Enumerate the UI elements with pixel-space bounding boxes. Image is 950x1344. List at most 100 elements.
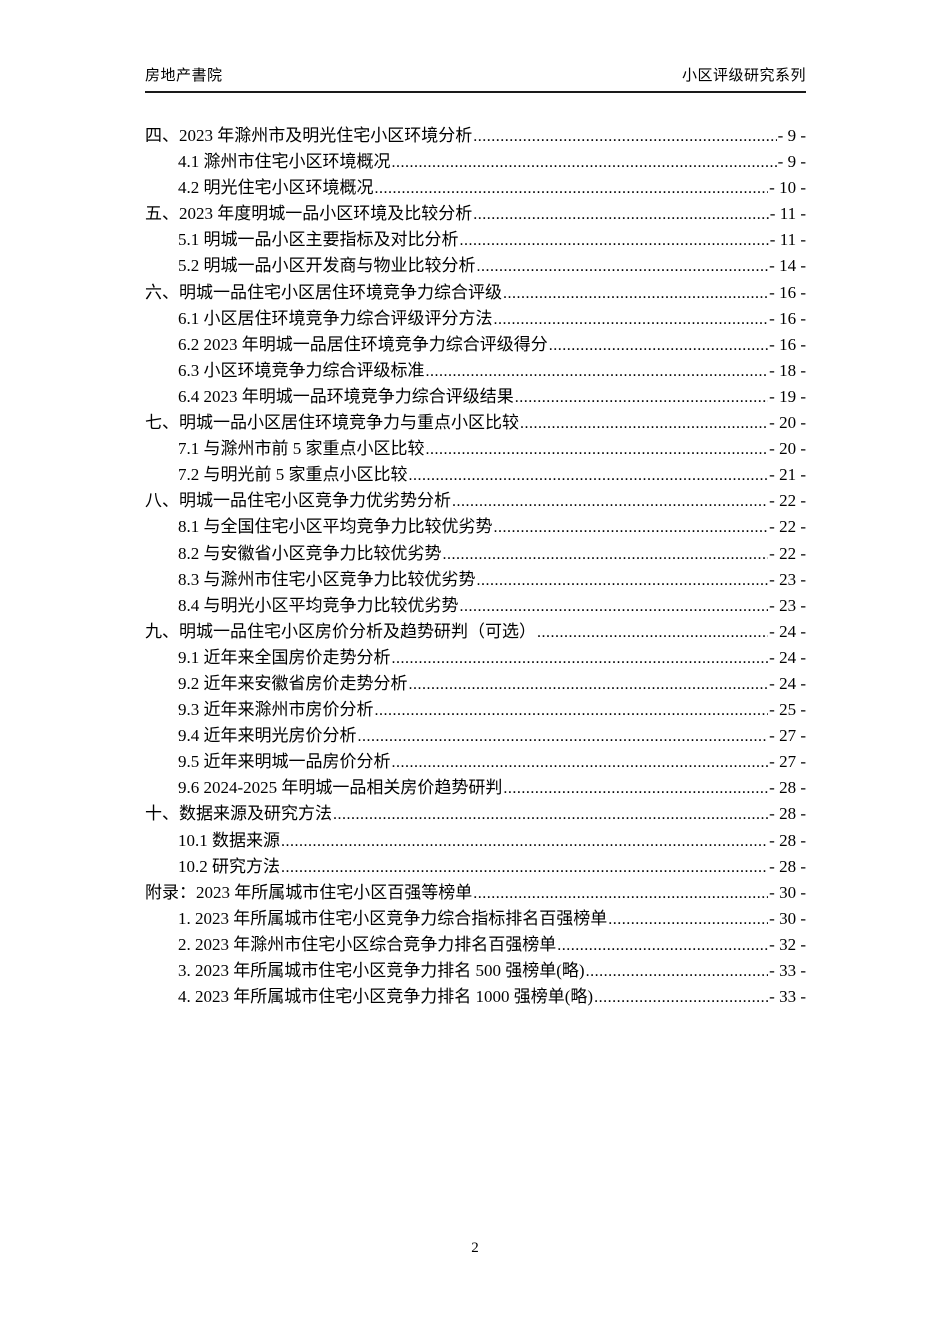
toc-dot-leader [557, 932, 768, 958]
toc-entry-page: - 18 - [769, 360, 806, 380]
toc-entry-title: 4.1 滁州市住宅小区环境概况 [178, 152, 391, 172]
toc-dot-leader [281, 854, 768, 880]
toc-entry-page: - 23 - [769, 595, 806, 615]
toc-entry-title: 8.3 与滁州市住宅小区竞争力比较优劣势 [178, 569, 476, 589]
toc-entry-title: 5.1 明城一品小区主要指标及对比分析 [178, 230, 459, 250]
toc-dot-leader [409, 671, 769, 697]
toc-entry-title: 10.1 数据来源 [178, 830, 280, 850]
toc-entry-title: 9.2 近年来安徽省房价走势分析 [178, 673, 408, 693]
toc-entry-page: - 20 - [769, 413, 806, 433]
toc-entry-page: - 9 - [777, 152, 806, 172]
toc-dot-leader [460, 593, 769, 619]
toc-entry: 1. 2023 年所属城市住宅小区竞争力综合指标排名百强榜单 - 30 - [145, 906, 806, 932]
toc-entry-title: 四、2023 年滁州市及明光住宅小区环境分析 [145, 126, 473, 145]
toc-entry-page: - 27 - [769, 752, 806, 772]
toc-entry: 五、2023 年度明城一品小区环境及比较分析 - 11 - [145, 201, 806, 227]
toc-entry-page: - 22 - [769, 543, 806, 563]
toc-entry: 9.1 近年来全国房价走势分析 - 24 - [145, 645, 806, 671]
toc-dot-leader [426, 436, 769, 462]
toc-entry-page: - 28 - [769, 778, 806, 798]
toc-entry: 8.1 与全国住宅小区平均竞争力比较优劣势 - 22 - [145, 514, 806, 540]
toc-entry-title: 8.1 与全国住宅小区平均竞争力比较优劣势 [178, 517, 493, 537]
toc-entry-title: 七、明城一品小区居住环境竞争力与重点小区比较 [145, 413, 519, 433]
toc-entry: 10.1 数据来源 - 28 - [145, 828, 806, 854]
toc-entry-page: - 11 - [769, 204, 806, 224]
toc-entry-page: - 33 - [769, 987, 806, 1007]
toc-dot-leader [503, 280, 768, 306]
page-number: 2 [471, 1240, 479, 1256]
toc-entry: 9.3 近年来滁州市房价分析 - 25 - [145, 697, 806, 723]
toc-entry-page: - 25 - [769, 700, 806, 720]
toc-entry-page: - 23 - [769, 569, 806, 589]
toc-entry: 9.6 2024-2025 年明城一品相关房价趋势研判 - 28 - [145, 775, 806, 801]
toc-entry-title: 附录：2023 年所属城市住宅小区百强等榜单 [145, 882, 473, 902]
toc-entry-page: - 30 - [769, 908, 806, 928]
toc-entry-title: 4. 2023 年所属城市住宅小区竞争力排名 1000 强榜单(略) [178, 987, 594, 1007]
toc-entry-title: 八、明城一品住宅小区竞争力优劣势分析 [145, 491, 451, 511]
toc-entry-title: 8.4 与明光小区平均竞争力比较优劣势 [178, 595, 459, 615]
toc-entry-title: 十、数据来源及研究方法 [145, 804, 332, 824]
toc-entry: 6.4 2023 年明城一品环境竞争力综合评级结果 - 19 - [145, 384, 806, 410]
toc-entry: 四、2023 年滁州市及明光住宅小区环境分析 - 9 - [145, 123, 806, 149]
table-of-contents: 四、2023 年滁州市及明光住宅小区环境分析- 9 -4.1 滁州市住宅小区环境… [145, 123, 806, 1010]
toc-dot-leader [473, 201, 769, 227]
toc-entry: 4.1 滁州市住宅小区环境概况 - 9 - [145, 149, 806, 175]
toc-dot-leader [375, 697, 769, 723]
toc-entry-title: 8.2 与安徽省小区竞争力比较优劣势 [178, 543, 442, 563]
toc-dot-leader [515, 384, 768, 410]
page-header: 房地产書院 小区评级研究系列 [145, 0, 806, 93]
toc-entry: 七、明城一品小区居住环境竞争力与重点小区比较 - 20 - [145, 410, 806, 436]
toc-entry-title: 九、明城一品住宅小区房价分析及趋势研判（可选） [145, 621, 536, 641]
toc-entry-page: - 33 - [769, 961, 806, 980]
toc-dot-leader [477, 567, 769, 593]
toc-entry-page: - 14 - [769, 256, 806, 276]
toc-entry: 8.2 与安徽省小区竞争力比较优劣势 - 22 - [145, 541, 806, 567]
toc-dot-leader [460, 227, 769, 253]
toc-entry-page: - 16 - [769, 334, 806, 354]
toc-entry: 2. 2023 年滁州市住宅小区综合竞争力排名百强榜单 - 32 - [145, 932, 806, 958]
toc-dot-leader [392, 149, 777, 175]
toc-entry-title: 7.1 与滁州市前 5 家重点小区比较 [178, 439, 425, 459]
toc-entry-page: - 16 - [769, 308, 806, 328]
toc-dot-leader [473, 123, 776, 149]
toc-entry-page: - 20 - [769, 439, 806, 459]
toc-dot-leader [477, 253, 769, 279]
toc-dot-leader [494, 306, 769, 332]
toc-dot-leader [358, 723, 769, 749]
toc-entry-title: 6.2 2023 年明城一品居住环境竞争力综合评级得分 [178, 334, 548, 354]
toc-entry-title: 9.3 近年来滁州市房价分析 [178, 700, 374, 720]
toc-entry-page: - 9 - [777, 126, 806, 145]
toc-dot-leader [549, 332, 768, 358]
toc-entry-title: 9.6 2024-2025 年明城一品相关房价趋势研判 [178, 778, 503, 798]
toc-dot-leader [426, 358, 769, 384]
toc-entry-title: 6.1 小区居住环境竞争力综合评级评分方法 [178, 308, 493, 328]
toc-entry-page: - 10 - [769, 178, 806, 198]
toc-entry-title: 2. 2023 年滁州市住宅小区综合竞争力排名百强榜单 [178, 934, 557, 954]
toc-dot-leader [333, 801, 768, 827]
page-footer: 2 [0, 1240, 950, 1257]
toc-dot-leader [537, 619, 768, 645]
toc-entry-page: - 11 - [769, 230, 806, 250]
toc-dot-leader [409, 462, 769, 488]
toc-entry-page: - 22 - [769, 517, 806, 537]
toc-entry-page: - 24 - [769, 673, 806, 693]
toc-entry-title: 3. 2023 年所属城市住宅小区竞争力排名 500 强榜单(略) [178, 961, 585, 980]
toc-entry: 8.3 与滁州市住宅小区竞争力比较优劣势 - 23 - [145, 567, 806, 593]
toc-dot-leader [494, 514, 769, 540]
toc-entry: 7.2 与明光前 5 家重点小区比较 - 21 - [145, 462, 806, 488]
toc-entry-title: 6.4 2023 年明城一品环境竞争力综合评级结果 [178, 386, 514, 406]
toc-entry: 9.4 近年来明光房价分析 - 27 - [145, 723, 806, 749]
toc-entry: 10.2 研究方法 - 28 - [145, 854, 806, 880]
toc-entry-title: 7.2 与明光前 5 家重点小区比较 [178, 465, 408, 485]
toc-dot-leader [375, 175, 769, 201]
toc-entry-title: 5.2 明城一品小区开发商与物业比较分析 [178, 256, 476, 276]
toc-entry-page: - 28 - [769, 830, 806, 850]
toc-entry-page: - 28 - [769, 856, 806, 876]
toc-entry: 9.2 近年来安徽省房价走势分析 - 24 - [145, 671, 806, 697]
toc-dot-leader [392, 645, 769, 671]
toc-entry-title: 4.2 明光住宅小区环境概况 [178, 178, 374, 198]
toc-entry-page: - 28 - [769, 804, 806, 824]
toc-dot-leader [503, 775, 768, 801]
toc-entry-page: - 27 - [769, 726, 806, 746]
